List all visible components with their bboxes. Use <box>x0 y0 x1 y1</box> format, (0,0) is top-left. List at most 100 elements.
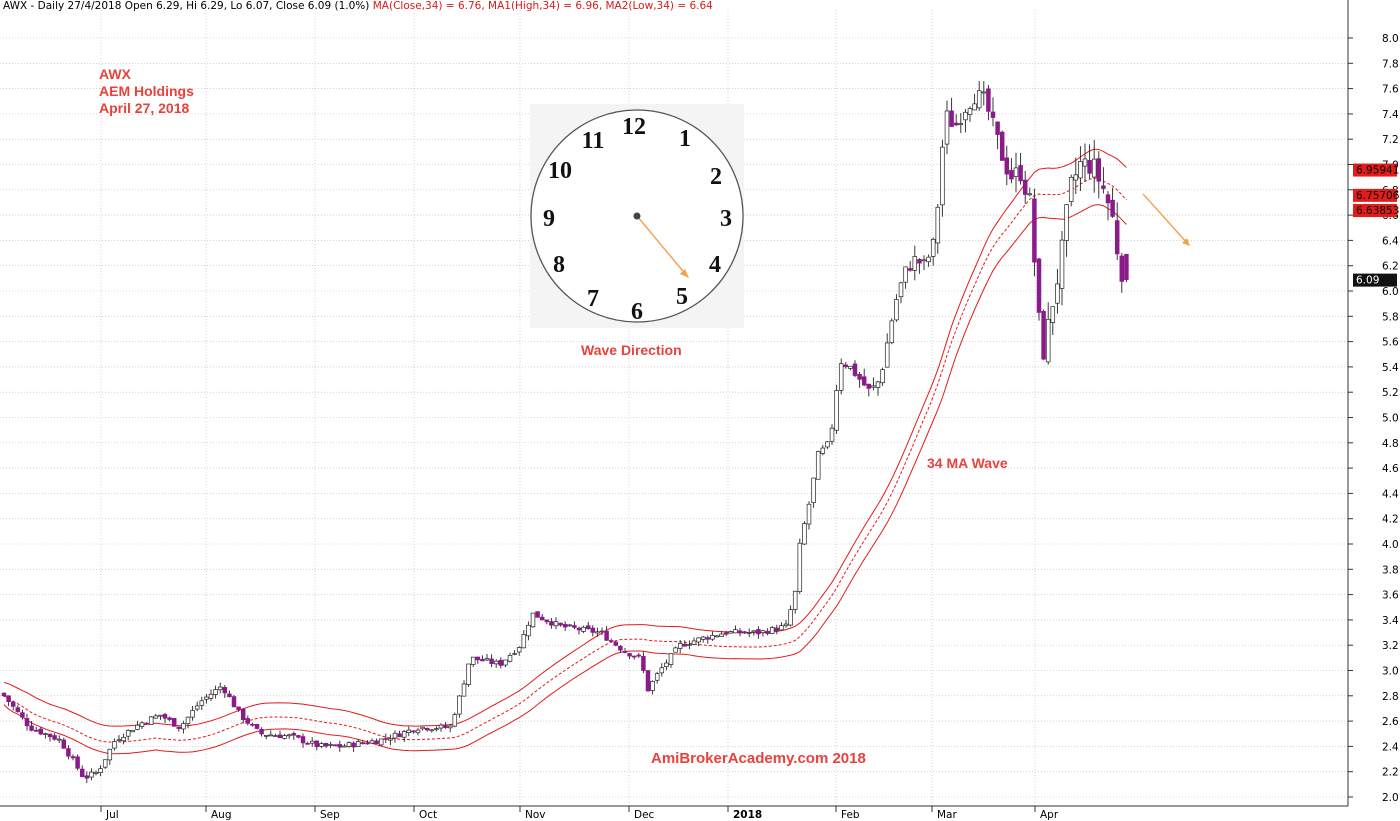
y-tick-label: 6.4 <box>1382 235 1399 247</box>
candle-body <box>493 660 499 665</box>
candle-body <box>673 647 678 653</box>
x-tick-label: Jul <box>105 809 119 821</box>
last-price-tag-bg <box>1353 273 1397 287</box>
y-tick-label: 3.6 <box>1382 590 1399 602</box>
candle-body <box>650 681 655 691</box>
candle-body <box>38 728 44 735</box>
candle-body <box>834 390 839 431</box>
wave-arrow-head <box>1182 238 1190 246</box>
y-tick-label: 4.4 <box>1382 488 1399 500</box>
candle-body <box>1096 158 1102 182</box>
candle-body <box>723 632 729 635</box>
candle-body <box>636 654 642 657</box>
x-tick-label: Feb <box>841 809 860 821</box>
y-tick-label: 6.2 <box>1382 261 1399 273</box>
candle-body <box>742 631 747 634</box>
candle-body <box>1032 198 1037 263</box>
candle-body <box>981 91 987 94</box>
candle-body <box>848 365 853 369</box>
candle-body <box>999 131 1005 161</box>
candle-body <box>590 627 596 633</box>
candle-body <box>613 641 619 646</box>
candle-body <box>581 626 586 632</box>
y-tick-label: 4.6 <box>1382 463 1399 475</box>
candle-body <box>516 647 522 653</box>
candle-body <box>815 451 821 480</box>
candle-body <box>549 621 554 626</box>
candle-body <box>33 729 39 732</box>
candle-body <box>1059 239 1065 289</box>
candle-body <box>857 374 862 380</box>
y-tick-label: 2.4 <box>1382 741 1399 753</box>
candle-body <box>1055 283 1060 304</box>
candle-body <box>719 633 724 637</box>
candle-body <box>79 768 85 777</box>
candle-body <box>572 625 577 628</box>
clock-number: 11 <box>582 128 605 154</box>
candle-body <box>880 369 885 384</box>
candle-body <box>102 759 108 768</box>
clock-number: 5 <box>676 284 688 310</box>
candle-body <box>986 88 991 112</box>
y-tick-label: 3.4 <box>1382 615 1399 627</box>
candle-body <box>424 727 430 731</box>
candle-body <box>167 717 172 720</box>
candle-body <box>976 90 982 109</box>
candle-body <box>746 632 752 634</box>
candle-body <box>378 738 384 746</box>
candle-body <box>940 146 945 206</box>
candle-body <box>567 624 573 627</box>
header-ma2: MA2(Low,34) = 6.64 <box>605 0 713 12</box>
candle-body <box>374 740 379 744</box>
candle-body <box>1073 174 1079 181</box>
candle-body <box>751 630 757 633</box>
candle-body <box>714 635 720 638</box>
candle-body <box>944 110 950 145</box>
candle-body <box>654 673 660 681</box>
candle-body <box>512 652 517 655</box>
x-tick-label: Sep <box>320 809 340 821</box>
ma-band <box>3 148 1127 755</box>
candle-body <box>797 542 803 592</box>
candle-body <box>912 256 918 271</box>
candle-body <box>949 110 954 127</box>
candle-body <box>319 743 324 747</box>
candle-body <box>323 743 329 747</box>
candle-body <box>429 729 435 732</box>
candle-body <box>659 667 665 674</box>
candle-body <box>1124 253 1129 280</box>
candle-body <box>641 656 646 671</box>
candle-body <box>907 268 913 271</box>
candle-body <box>1009 170 1014 180</box>
candle-body <box>328 744 333 746</box>
x-tick-label: Mar <box>937 809 957 821</box>
candle-body <box>1018 165 1023 182</box>
candle-body <box>43 733 48 735</box>
candle-body <box>535 611 540 618</box>
candle-body <box>484 658 490 661</box>
candle-body <box>181 723 186 730</box>
candle-body <box>231 696 237 708</box>
candle-body <box>802 523 807 545</box>
candle-body <box>595 631 600 634</box>
candle-body <box>1036 258 1042 313</box>
clock-number: 3 <box>720 206 732 232</box>
candle-body <box>112 741 117 749</box>
candle-body <box>526 624 531 637</box>
clock-number: 2 <box>710 164 722 190</box>
candle-body <box>116 739 122 742</box>
candle-body <box>1027 193 1033 196</box>
candle-body <box>779 625 784 631</box>
candle-body <box>1045 318 1051 363</box>
candle-body <box>691 640 697 645</box>
candle-body <box>898 282 904 298</box>
y-tick-label: 6.0 <box>1382 286 1399 298</box>
candle-body <box>1068 176 1074 203</box>
candle-body <box>894 299 899 321</box>
candle-body <box>806 503 812 525</box>
candle-body <box>309 740 315 744</box>
candle-body <box>664 662 669 667</box>
candle-body <box>884 342 890 368</box>
candle-body <box>871 385 876 388</box>
candle-body <box>130 730 136 733</box>
